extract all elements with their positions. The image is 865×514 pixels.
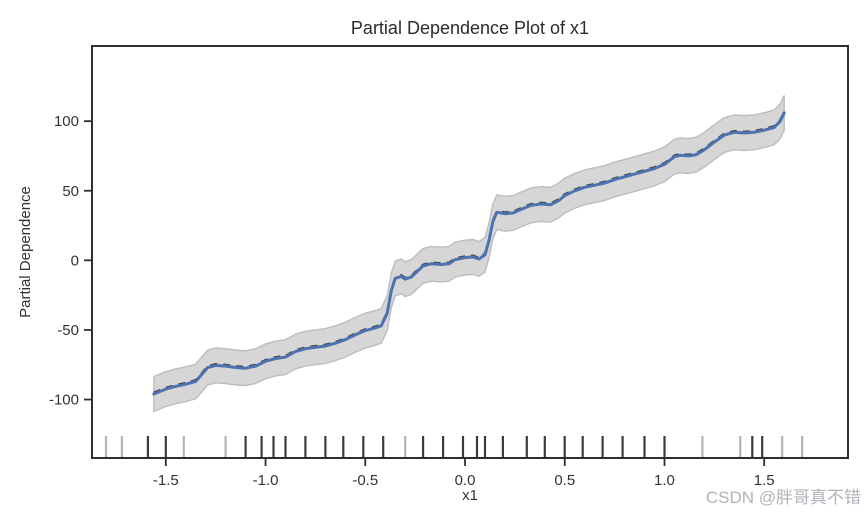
x-tick-label: 0.0 [455, 472, 476, 489]
pdp-line [152, 111, 786, 396]
plot-border [91, 45, 849, 459]
axis-ticks-layer: -1.5 -1.0 -0.5 0.0 0.5 1.0 1.5 -100 -50 0 50 100 [49, 113, 775, 489]
y-tick-label: 100 [54, 113, 79, 130]
line-layer [152, 110, 786, 396]
x-tick-label: 1.5 [754, 472, 775, 489]
x-tick-label: -1.5 [153, 472, 179, 489]
y-tick-label: 0 [71, 252, 79, 269]
x-tick-label: 0.5 [554, 472, 575, 489]
x-tick-label: 1.0 [654, 472, 675, 489]
y-axis-label: Partial Dependence [17, 186, 34, 318]
chart-title: Partial Dependence Plot of x1 [351, 18, 589, 38]
y-tick-label: -100 [49, 392, 79, 409]
rug-marks-layer [104, 436, 804, 457]
confidence-band-layer [153, 95, 785, 413]
y-tick-label: 50 [62, 183, 79, 200]
x-axis-label: x1 [462, 487, 478, 504]
y-tick-label: -50 [57, 322, 79, 339]
x-tick-label: -0.5 [352, 472, 378, 489]
confidence-band [153, 95, 785, 413]
x-tick-label: -1.0 [253, 472, 279, 489]
watermark: CSDN @胖哥真不错 [706, 488, 861, 507]
